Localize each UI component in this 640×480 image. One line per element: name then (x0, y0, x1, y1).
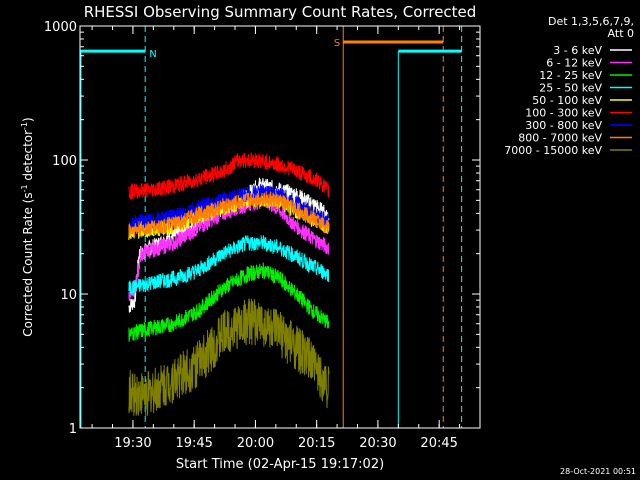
y-axis-label: Corrected Count Rate (s-1 detector-1) (20, 117, 35, 336)
series-line-7 (128, 191, 330, 238)
y-axis-label-mid: detector (21, 130, 35, 185)
legend-label-0: 3 - 6 keV (553, 44, 602, 57)
y-axis-label-sup2: -1 (20, 122, 29, 130)
legend-label-3: 25 - 50 keV (539, 82, 602, 95)
legend-label-4: 50 - 100 keV (532, 94, 602, 107)
series-line-8 (128, 298, 330, 417)
x-tick-label-2: 20:00 (237, 436, 274, 451)
y-tick-label-1: 10 (60, 288, 77, 303)
legend-label-6: 300 - 800 keV (525, 119, 602, 132)
legend-header-0: Det 1,3,5,6,7,9, (548, 15, 634, 28)
legend-label-7: 800 - 7000 keV (518, 132, 602, 145)
legend-header-1: Att 0 (608, 27, 634, 40)
y-axis-label-end: ) (21, 117, 35, 122)
footer-timestamp: 28-Oct-2021 00:51 (560, 467, 636, 476)
series-line-1 (128, 194, 330, 302)
x-tick-label-5: 20:45 (420, 436, 457, 451)
plot-frame (79, 25, 481, 429)
y-tick-label-2: 100 (52, 154, 77, 169)
legend-label-8: 7000 - 15000 keV (504, 144, 602, 157)
series-line-3 (128, 234, 330, 296)
x-tick-label-0: 19:30 (114, 436, 151, 451)
legend-label-5: 100 - 300 keV (525, 107, 602, 120)
chart-title: RHESSI Observing Summary Count Rates, Co… (84, 3, 477, 21)
x-tick-label-3: 20:15 (298, 436, 335, 451)
legend-label-1: 6 - 12 keV (546, 57, 602, 70)
y-axis-label-main: Corrected Count Rate (s (21, 192, 35, 336)
axes: 1 10 100 1000 19:30 19:45 20:00 20:15 20:30 20:45 (44, 20, 481, 451)
x-tick-label-1: 19:45 (175, 436, 212, 451)
y-tick-label-0: 1 (69, 422, 77, 437)
x-axis-label: Start Time (02-Apr-15 19:17:02) (176, 457, 384, 472)
y-tick-label-3: 1000 (44, 20, 77, 35)
series-line-2 (128, 262, 330, 342)
x-tick-label-4: 20:30 (359, 436, 396, 451)
series-line-5 (128, 152, 330, 200)
plot-area: NS (80, 26, 463, 428)
marker-label-0: N (149, 49, 156, 60)
legend-label-2: 12 - 25 keV (539, 69, 602, 82)
y-axis-label-sup1: -1 (20, 184, 29, 192)
marker-label-2: S (334, 38, 340, 49)
